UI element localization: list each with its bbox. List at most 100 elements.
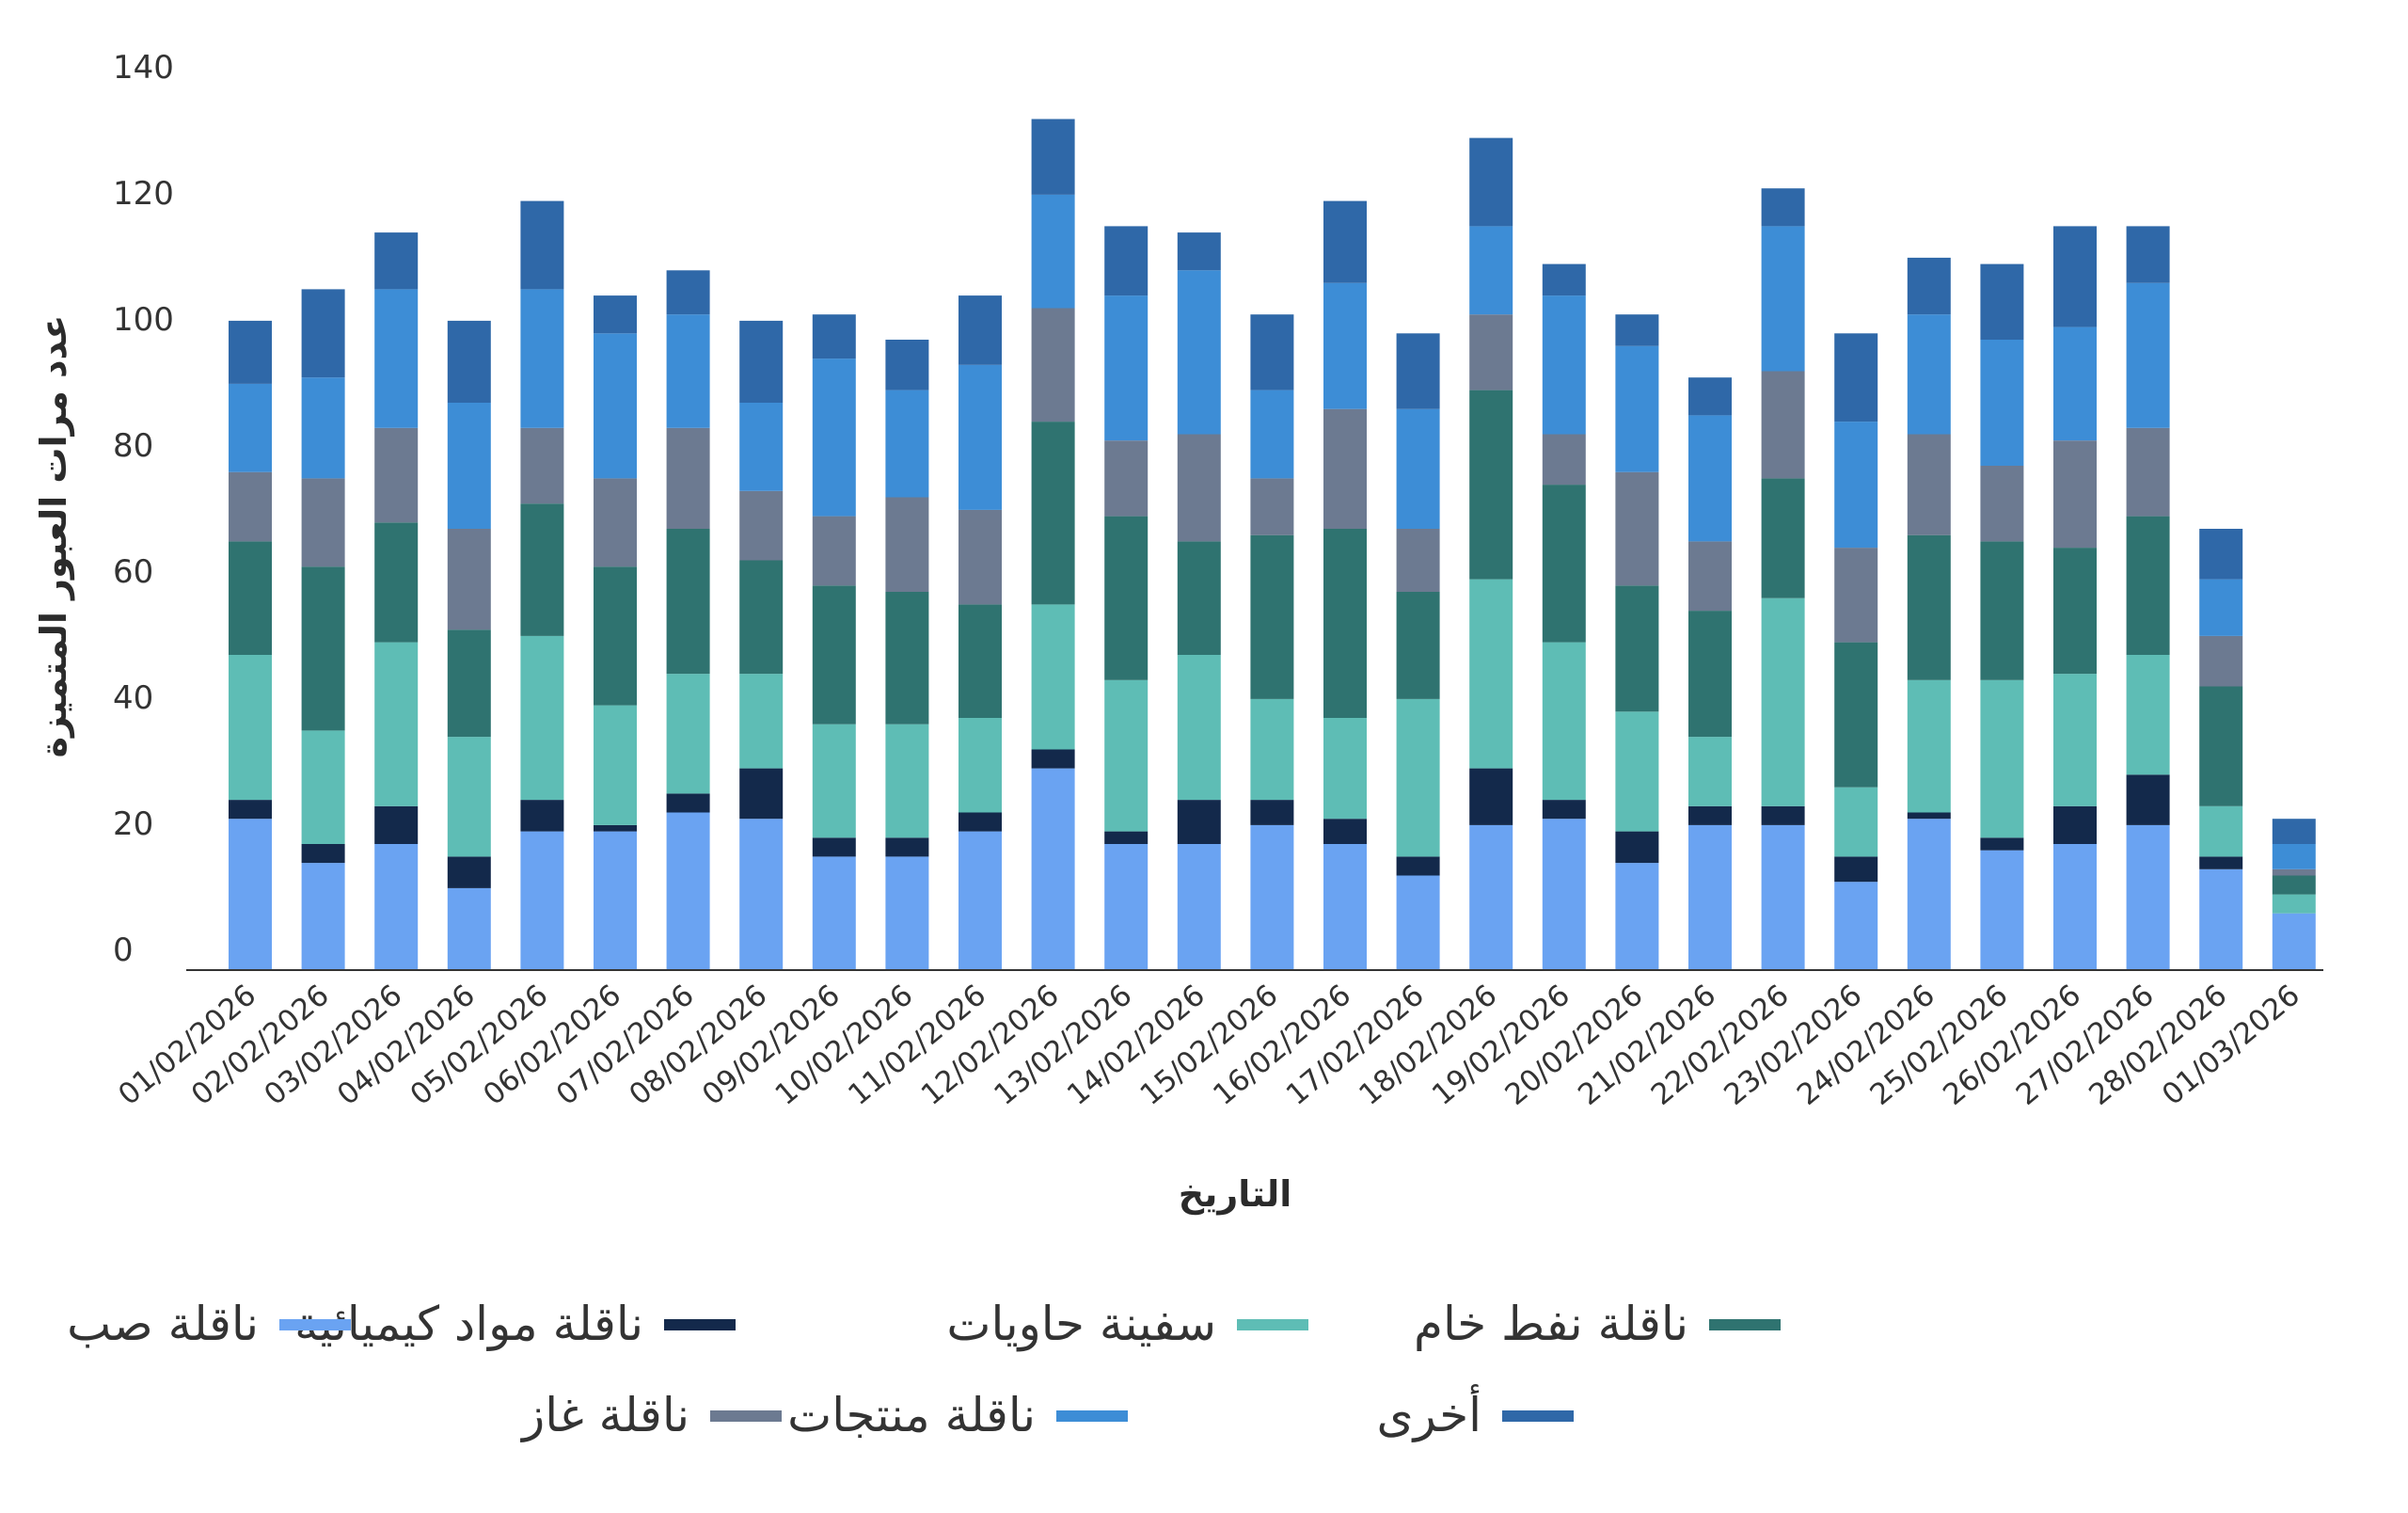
bar-segment bbox=[739, 320, 784, 403]
bar-segment bbox=[447, 629, 491, 738]
bar-segment bbox=[958, 604, 1002, 718]
bar-segment bbox=[374, 642, 419, 806]
bar-segment bbox=[229, 383, 272, 472]
bar-segment bbox=[812, 358, 856, 517]
bar-segment bbox=[2126, 226, 2170, 283]
bar-segment bbox=[1104, 679, 1149, 832]
legend-swatch bbox=[1056, 1410, 1128, 1422]
bar-segment bbox=[1177, 541, 1221, 655]
legend-swatch bbox=[279, 1319, 351, 1330]
bar-segment bbox=[594, 566, 637, 706]
bar-segment bbox=[666, 793, 710, 813]
bar-segment bbox=[594, 295, 637, 334]
bar-segment bbox=[1250, 478, 1294, 535]
bar-segment bbox=[1031, 749, 1075, 769]
bar-segment bbox=[1177, 655, 1221, 801]
bar-segment bbox=[1980, 466, 2024, 542]
bar-segment bbox=[1104, 831, 1149, 844]
legend-swatch bbox=[664, 1319, 736, 1330]
legend-label: ناقلة مواد كيميائية bbox=[294, 1297, 643, 1351]
bar-segment bbox=[1761, 226, 1805, 372]
bar-segment bbox=[1104, 844, 1149, 970]
bar-segment bbox=[1761, 824, 1805, 970]
bar-segment bbox=[1250, 698, 1294, 801]
bar-segment bbox=[1761, 371, 1805, 479]
bar-segment bbox=[1907, 257, 1951, 315]
bar-segment bbox=[885, 497, 929, 592]
bar-segment bbox=[1615, 314, 1659, 346]
bar-segment bbox=[1250, 824, 1294, 970]
bar-segment bbox=[229, 800, 272, 820]
bar-segment bbox=[812, 856, 856, 970]
bar-segment bbox=[958, 812, 1002, 832]
bar-segment bbox=[2272, 913, 2316, 970]
bar-segment bbox=[1834, 548, 1878, 643]
bar-segment bbox=[2199, 579, 2243, 636]
bar-segment bbox=[520, 427, 564, 504]
bar-segment bbox=[594, 478, 637, 567]
bar-segment bbox=[2126, 655, 2170, 775]
bar-segment bbox=[1761, 805, 1805, 825]
y-tick-label: 60 bbox=[113, 553, 153, 591]
bar-segment bbox=[1469, 226, 1513, 315]
bar-segment bbox=[1907, 434, 1951, 535]
bar-segment bbox=[1688, 805, 1732, 825]
bar-segment bbox=[301, 844, 345, 864]
bar-segment bbox=[1834, 422, 1878, 549]
bar-segment bbox=[812, 724, 856, 838]
bar-segment bbox=[1323, 819, 1367, 844]
bar-segment bbox=[1907, 534, 1951, 680]
bar-segment bbox=[520, 289, 564, 428]
bar-segment bbox=[1396, 529, 1440, 592]
bar-segment bbox=[1980, 837, 2024, 851]
bar-segment bbox=[1542, 642, 1586, 801]
bar-segment bbox=[1469, 824, 1513, 970]
bar-segment bbox=[1177, 800, 1221, 844]
bar-segment bbox=[2053, 844, 2097, 970]
bar-segment bbox=[1323, 718, 1367, 820]
bar-segment bbox=[1323, 844, 1367, 970]
bar-segment bbox=[1542, 263, 1586, 296]
bar-segment bbox=[594, 333, 637, 479]
bar-segment bbox=[885, 592, 929, 725]
bar-segment bbox=[2199, 686, 2243, 806]
bar-segment bbox=[1834, 642, 1878, 788]
bar-segment bbox=[520, 831, 564, 970]
bar-segment bbox=[301, 863, 345, 970]
bar-segment bbox=[1688, 611, 1732, 738]
bar-segment bbox=[1980, 541, 2024, 680]
bar-segment bbox=[739, 560, 784, 675]
bar-segment bbox=[229, 471, 272, 542]
bar-segment bbox=[958, 295, 1002, 365]
bar-segment bbox=[1542, 434, 1586, 486]
bar-segment bbox=[885, 724, 929, 838]
bar-segment bbox=[666, 529, 710, 675]
bar-segment bbox=[739, 819, 784, 970]
bar-segment bbox=[2053, 440, 2097, 549]
bar-segment bbox=[2199, 805, 2243, 857]
bar-segment bbox=[1688, 377, 1732, 416]
bar-segment bbox=[1104, 226, 1149, 296]
bar-segment bbox=[1615, 863, 1659, 970]
bar-segment bbox=[520, 503, 564, 636]
bar-segment bbox=[885, 837, 929, 857]
bar-segment bbox=[1542, 819, 1586, 970]
bar-segment bbox=[1031, 119, 1075, 195]
bar-segment bbox=[1834, 787, 1878, 857]
bar-segment bbox=[1177, 232, 1221, 271]
bar-segment bbox=[2053, 326, 2097, 441]
bar-segment bbox=[739, 490, 784, 561]
bar-segment bbox=[958, 831, 1002, 970]
bar-segment bbox=[1469, 390, 1513, 580]
bar-segment bbox=[2053, 674, 2097, 806]
bar-segment bbox=[2272, 868, 2316, 876]
bar-segment bbox=[1542, 485, 1586, 643]
bar-segment bbox=[1907, 679, 1951, 813]
bar-segment bbox=[447, 529, 491, 630]
bar-segment bbox=[301, 566, 345, 731]
bar-segment bbox=[2272, 819, 2316, 844]
bar-segment bbox=[666, 427, 710, 529]
bar-segment bbox=[739, 674, 784, 769]
bar-segment bbox=[1615, 831, 1659, 864]
